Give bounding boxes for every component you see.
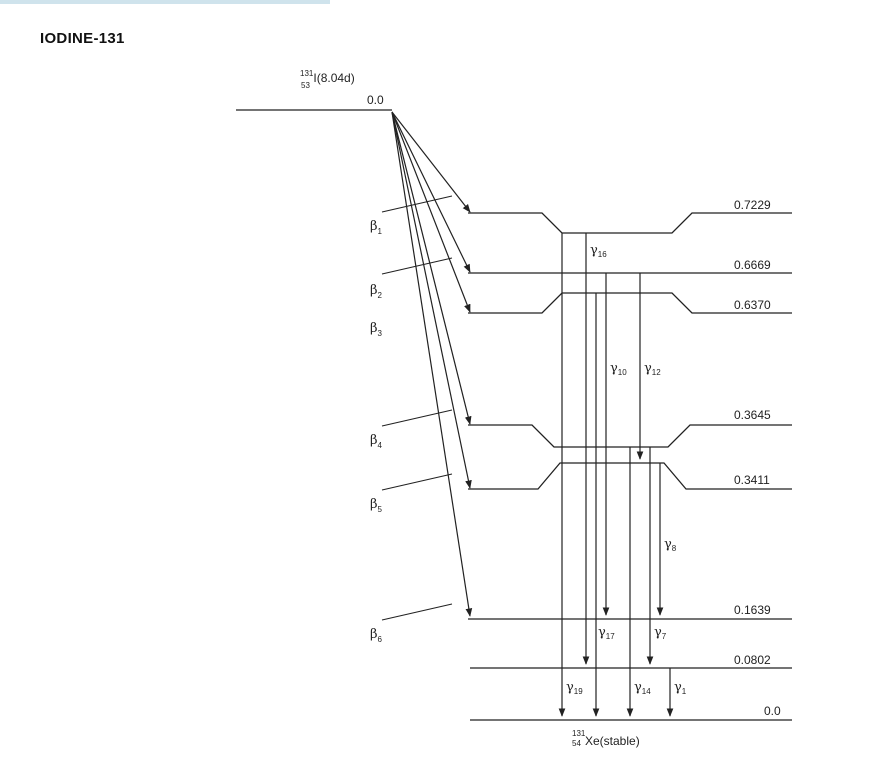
beta-arrow-6 bbox=[391, 111, 473, 617]
daughter-mass-number: 131 bbox=[572, 729, 586, 738]
daughter-atomic-number: 54 bbox=[572, 739, 581, 748]
gamma-label-10: γ10 bbox=[610, 361, 627, 377]
beta-leader-2 bbox=[381, 257, 453, 275]
beta-arrow-2 bbox=[391, 111, 471, 273]
beta-label-3: β3 bbox=[370, 321, 383, 338]
level-label-0.3411: 0.3411 bbox=[734, 473, 770, 487]
parent-mass-number: 131 bbox=[300, 69, 314, 78]
gamma-label-19: γ19 bbox=[566, 680, 583, 696]
gamma-label-16: γ16 bbox=[590, 243, 607, 259]
beta-leader-5 bbox=[381, 473, 453, 491]
beta-leader-6 bbox=[381, 603, 453, 621]
beta-label-1: β1 bbox=[370, 219, 383, 236]
figure-title: IODINE-131 bbox=[40, 30, 125, 47]
beta-label-4: β4 bbox=[370, 433, 383, 450]
gamma-label-12: γ12 bbox=[644, 361, 661, 377]
gamma-label-17: γ17 bbox=[598, 625, 615, 641]
daughter-nuclide-label: Xe(stable) bbox=[585, 734, 640, 748]
beta-arrow-1 bbox=[391, 111, 471, 213]
level-label-0.6669: 0.6669 bbox=[734, 258, 771, 272]
beta-arrow-5 bbox=[391, 111, 472, 489]
gamma-label-1: γ1 bbox=[674, 680, 687, 696]
beta-label-2: β2 bbox=[370, 283, 383, 300]
level-label-0.0802: 0.0802 bbox=[734, 653, 771, 667]
level-line-0.6370 bbox=[468, 292, 792, 314]
parent-atomic-number: 53 bbox=[301, 81, 310, 90]
top-accent-band bbox=[0, 0, 330, 4]
level-label-0.6370: 0.6370 bbox=[734, 298, 771, 312]
beta-leader-1 bbox=[381, 195, 453, 213]
level-label-0.3645: 0.3645 bbox=[734, 408, 771, 422]
level-label-ground: 0.0 bbox=[764, 704, 781, 718]
beta-leader-4 bbox=[381, 409, 453, 427]
beta-label-5: β5 bbox=[370, 497, 383, 514]
level-line-0.3411 bbox=[468, 462, 792, 490]
level-label-0.1639: 0.1639 bbox=[734, 603, 771, 617]
gamma-label-8: γ8 bbox=[664, 537, 677, 553]
level-line-0.7229 bbox=[468, 212, 792, 234]
level-label-0.7229: 0.7229 bbox=[734, 198, 771, 212]
beta-label-6: β6 bbox=[370, 627, 383, 644]
beta-arrow-4 bbox=[391, 111, 472, 425]
gamma-label-7: γ7 bbox=[654, 625, 667, 641]
level-line-0.3645 bbox=[468, 424, 792, 448]
parent-energy-label: 0.0 bbox=[367, 93, 384, 107]
beta-arrow-3 bbox=[391, 111, 471, 313]
parent-label: I(8.04d) bbox=[313, 71, 354, 85]
parent-nuclide-label: 131I(8.04d) bbox=[300, 69, 355, 85]
gamma-label-14: γ14 bbox=[634, 680, 651, 696]
